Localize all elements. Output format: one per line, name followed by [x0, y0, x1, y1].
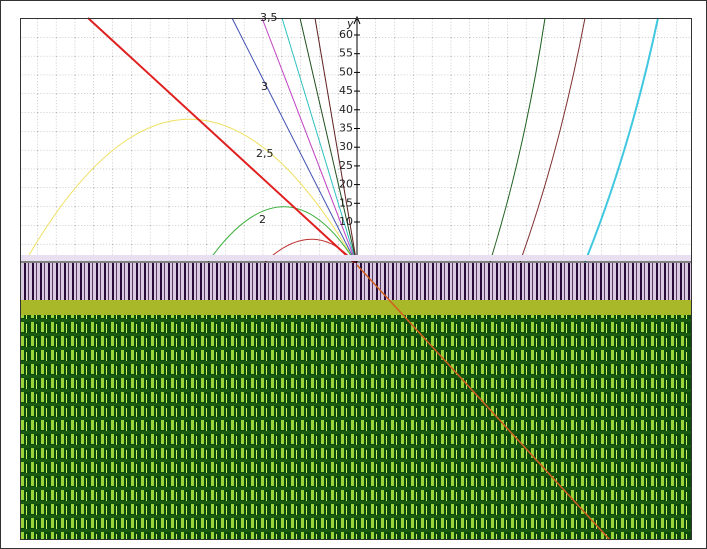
y-tick-label: 40: [339, 103, 353, 116]
y-tick-label: 55: [339, 47, 353, 60]
curve-label: 2,5: [256, 147, 274, 160]
y-tick-label: 50: [339, 65, 353, 78]
plot-grid: [20, 18, 692, 262]
glitch-strip: [20, 255, 692, 261]
y-tick-label: 15: [339, 196, 353, 209]
glitch-band: [20, 263, 692, 300]
green-region: [20, 315, 692, 540]
curve-label: 3: [261, 80, 268, 93]
screenshot: y 1015202530354045505560 3,5 3 2,5 2: [0, 0, 707, 549]
y-tick-label: 35: [339, 122, 353, 135]
olive-band: [20, 300, 692, 315]
y-tick-label: 10: [339, 215, 353, 228]
curve-label: 3,5: [260, 11, 278, 24]
y-tick-label: 30: [339, 140, 353, 153]
y-tick-label: 20: [339, 178, 353, 191]
y-tick-label: 60: [339, 28, 353, 41]
y-tick-label: 45: [339, 84, 353, 97]
y-tick-label: 25: [339, 159, 353, 172]
curve-label: 2: [259, 213, 266, 226]
page: y 1015202530354045505560 3,5 3 2,5 2 (()…: [0, 0, 707, 549]
